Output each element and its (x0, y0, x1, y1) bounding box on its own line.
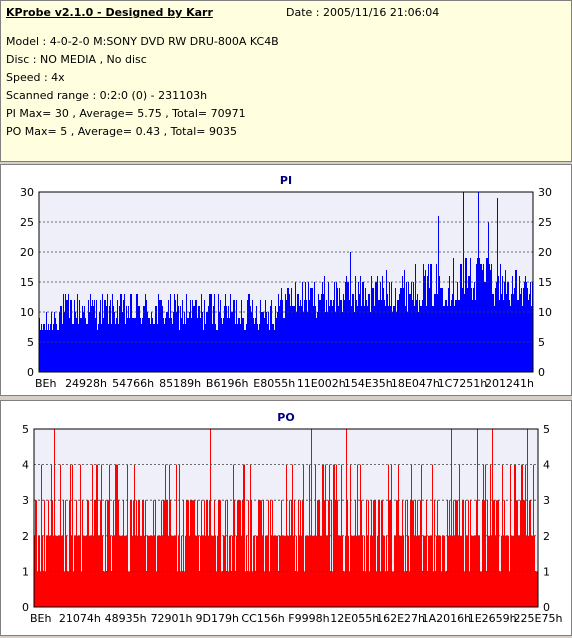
pi-ytick-right: 20 (538, 246, 552, 259)
pi-ytick-left: 20 (20, 246, 34, 259)
pi-ytick-left: 5 (27, 336, 34, 349)
pi-xtick: B6196h (206, 377, 249, 390)
pi-ytick-right: 5 (538, 336, 545, 349)
po-summary-line: PO Max= 5 , Average= 0.43 , Total= 9035 (6, 125, 237, 138)
pi-xtick: BEh (35, 377, 56, 390)
pi-ytick-right: 30 (538, 186, 552, 199)
po-xtick: 48935h (105, 612, 147, 625)
po-xtick: 12E055h (330, 612, 379, 625)
po-ytick-right: 1 (543, 565, 550, 578)
pi-ytick-right: 15 (538, 276, 552, 289)
po-ytick-left: 0 (22, 601, 29, 614)
po-ytick-left: 4 (22, 459, 29, 472)
pi-xtick: 201241h (485, 377, 534, 390)
disc-line: Disc : NO MEDIA , No disc (6, 53, 147, 66)
po-chart: PO 0 0 1 1 2 2 3 3 4 4 5 5 BEh 21074h 48935h 72901h 9D179… (22, 411, 563, 625)
po-ytick-right: 0 (543, 601, 550, 614)
pi-xtick: 85189h (159, 377, 201, 390)
po-chart-panel: PO 0 0 1 1 2 2 3 3 4 4 5 5 BEh 21074h 48935h 72901h 9D179… (0, 400, 572, 636)
pi-plot-border (38, 191, 534, 373)
po-xtick: 162E27h (376, 612, 425, 625)
po-ytick-left: 5 (22, 423, 29, 436)
po-xtick: 1A2016h (422, 612, 472, 625)
po-ytick-right: 4 (543, 459, 550, 472)
pi-ytick-left: 15 (20, 276, 34, 289)
pi-chart: PI 0 0 5 5 10 10 15 15 20 20 25 25 30 30 BEh 24928h 54766… (20, 174, 552, 390)
app-title: KProbe v2.1.0 - Designed by Karr (6, 6, 213, 19)
po-xtick: 1E2659h (468, 612, 517, 625)
po-ytick-right: 3 (543, 494, 550, 507)
po-ytick-left: 3 (22, 494, 29, 507)
po-ytick-right: 5 (543, 423, 550, 436)
po-plot-border (33, 428, 539, 608)
po-xtick: 9D179h (196, 612, 239, 625)
pi-xtick: 54766h (112, 377, 154, 390)
po-xtick: 72901h (150, 612, 192, 625)
pi-xtick: 11E002h (297, 377, 346, 390)
scan-date: Date : 2005/11/16 21:06:04 (286, 6, 440, 19)
pi-ytick-left: 10 (20, 306, 34, 319)
po-ytick-left: 1 (22, 565, 29, 578)
pi-ytick-right: 0 (538, 366, 545, 379)
pi-chart-title: PI (280, 174, 292, 187)
pi-summary-line: PI Max= 30 , Average= 5.75 , Total= 7097… (6, 107, 246, 120)
pi-ytick-left: 30 (20, 186, 34, 199)
pi-ytick-right: 10 (538, 306, 552, 319)
po-ytick-right: 2 (543, 530, 550, 543)
pi-xtick: 24928h (65, 377, 107, 390)
po-xtick: F9998h (288, 612, 329, 625)
po-xtick: CC156h (241, 612, 284, 625)
pi-xtick: 18E047h (391, 377, 440, 390)
pi-chart-panel: PI 0 0 5 5 10 10 15 15 20 20 25 25 30 30 BEh 24928h 54766… (0, 164, 572, 396)
po-xtick: 21074h (59, 612, 101, 625)
model-line: Model : 4-0-2-0 M:SONY DVD RW DRU-800A K… (6, 35, 279, 48)
range-line: Scanned range : 0:2:0 (0) - 231103h (6, 89, 208, 102)
speed-line: Speed : 4x (6, 71, 65, 84)
pi-xtick: 154E35h (344, 377, 393, 390)
po-chart-title: PO (277, 411, 294, 424)
pi-ytick-left: 0 (27, 366, 34, 379)
info-panel: KProbe v2.1.0 - Designed by Karr Date : … (0, 0, 572, 162)
po-xtick: BEh (30, 612, 51, 625)
pi-xtick: E8055h (253, 377, 295, 390)
pi-xtick: 1C7251h (438, 377, 488, 390)
pi-ytick-left: 25 (20, 216, 34, 229)
po-ytick-left: 2 (22, 530, 29, 543)
pi-ytick-right: 25 (538, 216, 552, 229)
po-xtick: 225E75h (514, 612, 563, 625)
